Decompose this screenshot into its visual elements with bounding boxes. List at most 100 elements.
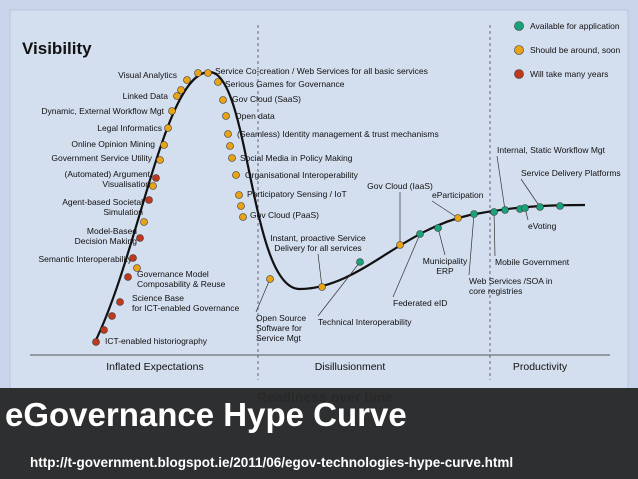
phase-label: Disillusionment	[315, 361, 386, 373]
item-label: ERP	[436, 266, 454, 276]
item-label: eVoting	[528, 221, 557, 231]
item-label: Service Delivery Platforms	[521, 168, 621, 178]
dot	[116, 298, 124, 306]
leader-line	[431, 200, 459, 219]
item-label: Model-Based	[87, 226, 137, 236]
phase-label: Productivity	[513, 361, 568, 373]
item-label: Science Base	[132, 293, 184, 303]
item-label: Federated eID	[393, 298, 447, 308]
item-label: Dynamic, External Workflow Mgt	[41, 106, 164, 116]
dot	[173, 92, 181, 100]
dot	[92, 338, 100, 346]
item-label: Semantic Interoperability	[38, 254, 132, 264]
dot	[164, 124, 172, 132]
dot	[318, 283, 326, 291]
dot	[140, 218, 148, 226]
item-label: (Seamless) Identity management & trust m…	[237, 129, 439, 139]
dot	[521, 204, 529, 212]
item-label: Mobile Government	[495, 257, 570, 267]
leader-line	[468, 213, 475, 276]
item-label: eParticipation	[432, 190, 484, 200]
dot	[239, 213, 247, 221]
legend-label: Available for application	[530, 21, 620, 31]
item-label: Agent-based Societal	[62, 197, 143, 207]
item-label: Open Source	[256, 313, 306, 323]
leader-line	[317, 261, 361, 317]
dot	[235, 191, 243, 199]
dot	[214, 78, 222, 86]
item-label: Composability & Reuse	[137, 279, 226, 289]
dot	[160, 141, 168, 149]
item-label: ICT-enabled historiography	[105, 336, 208, 346]
phase-label: Inflated Expectations	[106, 361, 203, 373]
item-label: Governance Model	[137, 269, 209, 279]
item-label: for ICT-enabled Governance	[132, 303, 240, 313]
leader-line	[496, 155, 506, 211]
dot	[124, 273, 132, 281]
dot	[183, 76, 191, 84]
panel	[9, 9, 629, 391]
dot	[168, 107, 176, 115]
banner-title: eGovernance Hype Curve	[5, 396, 407, 433]
legend-dot	[514, 21, 524, 31]
item-label: Simulation	[103, 207, 143, 217]
leader-line	[520, 178, 541, 208]
dot	[470, 210, 478, 218]
dot	[490, 208, 498, 216]
item-label: Legal Informatics	[97, 123, 162, 133]
dot	[416, 230, 424, 238]
item-label: Online Opinion Mining	[71, 139, 155, 149]
leader-line	[255, 278, 271, 313]
dot	[149, 182, 157, 190]
dot	[156, 156, 164, 164]
item-label: Instant, proactive Service	[270, 233, 366, 243]
dot	[454, 214, 462, 222]
dot	[129, 254, 137, 262]
dot	[204, 69, 212, 77]
item-label: Social Media in Policy Making	[240, 153, 353, 163]
legend-label: Should be around, soon	[530, 45, 621, 55]
dot	[136, 234, 144, 242]
item-label: Web Services /SOA in	[469, 276, 553, 286]
item-label: Gov Cloud (PaaS)	[250, 210, 319, 220]
legend-label: Will take many years	[530, 69, 608, 79]
dot	[177, 86, 185, 94]
dot	[356, 258, 364, 266]
item-label: Gov Cloud (IaaS)	[367, 181, 433, 191]
dot	[145, 196, 153, 204]
dot	[232, 171, 240, 179]
dot	[133, 264, 141, 272]
item-label: Government Service Utility	[51, 153, 152, 163]
item-label: (Automated) Argument	[64, 169, 150, 179]
item-label: Organisational Interoperability	[245, 170, 359, 180]
dot	[266, 275, 274, 283]
dot	[536, 203, 544, 211]
item-label: Linked Data	[123, 91, 169, 101]
dot	[219, 96, 227, 104]
dot	[228, 154, 236, 162]
dot	[222, 112, 230, 120]
item-label: Visualisation	[102, 179, 150, 189]
item-label: Municipality	[423, 256, 468, 266]
item-label: Software for	[256, 323, 302, 333]
leader-line	[317, 253, 323, 288]
item-label: Gov Cloud (SaaS)	[232, 94, 301, 104]
dot	[152, 174, 160, 182]
item-label: Technical Interoperability	[318, 317, 412, 327]
dot	[556, 202, 564, 210]
leader-line	[437, 227, 446, 256]
item-label: Participatory Sensing / IoT	[247, 189, 347, 199]
legend-dot	[514, 45, 524, 55]
dot	[501, 206, 509, 214]
dot	[237, 202, 245, 210]
item-label: core registries	[469, 286, 522, 296]
item-label: Serious Games for Governance	[225, 79, 345, 89]
item-label: Internal, Static Workflow Mgt	[497, 145, 606, 155]
item-label: Open data	[235, 111, 275, 121]
title: Visibility	[22, 39, 92, 58]
dot	[396, 241, 404, 249]
item-label: Service Co-creation / Web Services for a…	[215, 66, 428, 76]
banner	[0, 388, 638, 479]
item-label: Decision Making	[75, 236, 138, 246]
